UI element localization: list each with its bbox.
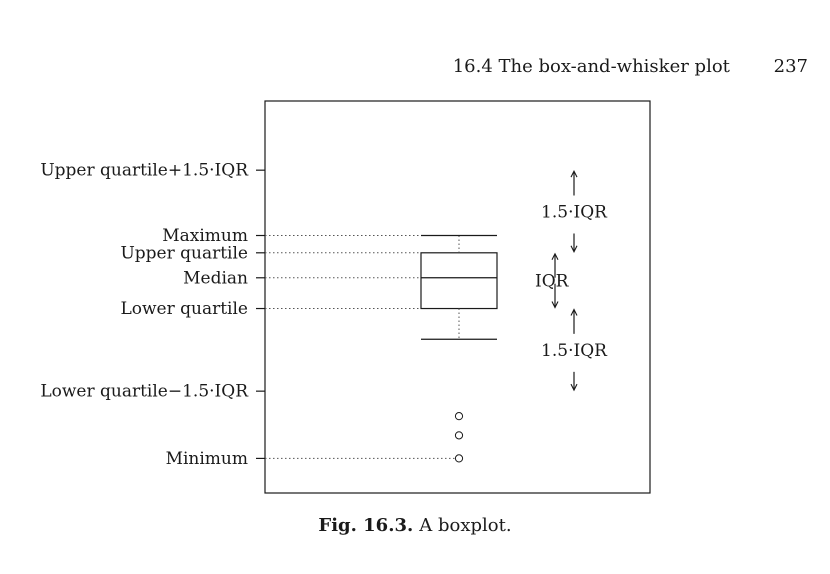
y-tick-label: Lower quartile — [120, 299, 248, 319]
page-number: 237 — [773, 56, 808, 77]
running-header: 16.4 The box-and-whisker plot 237 — [453, 56, 808, 77]
annotation-label: 1.5·IQR — [541, 202, 608, 222]
y-tick-label: Minimum — [166, 449, 248, 469]
arrowhead-up — [551, 252, 559, 261]
arrowhead-down — [570, 383, 578, 392]
box-and-whisker — [265, 234, 498, 340]
section-title: 16.4 The box-and-whisker plot — [452, 56, 730, 77]
caption-text: A boxplot. — [419, 515, 512, 536]
arrowhead-up — [570, 169, 578, 178]
outlier-points — [265, 412, 464, 463]
plot-frame — [264, 100, 651, 494]
arrowhead-down — [570, 245, 578, 254]
y-tick-label: Lower quartile−1.5·IQR — [40, 382, 249, 402]
arrowhead-down — [551, 301, 559, 309]
iqr-box — [420, 252, 498, 310]
y-tick-label: Upper quartile — [120, 243, 248, 263]
outlier-point — [454, 412, 464, 421]
arrowhead-up — [570, 308, 578, 316]
outlier-point — [454, 431, 464, 440]
annotation-label: 1.5·IQR — [541, 341, 608, 361]
y-tick-label: Upper quartile+1.5·IQR — [40, 161, 249, 181]
figure-caption: Fig. 16.3. A boxplot. — [0, 515, 830, 536]
y-tick-label: Maximum — [162, 226, 248, 246]
caption-label: Fig. 16.3. — [318, 515, 414, 536]
range-annotations: 1.5·IQR IQR 1.5·IQR — [535, 169, 608, 392]
annotation-label: IQR — [535, 272, 570, 292]
y-tick-label: Median — [183, 268, 248, 288]
outlier-point — [454, 454, 464, 463]
